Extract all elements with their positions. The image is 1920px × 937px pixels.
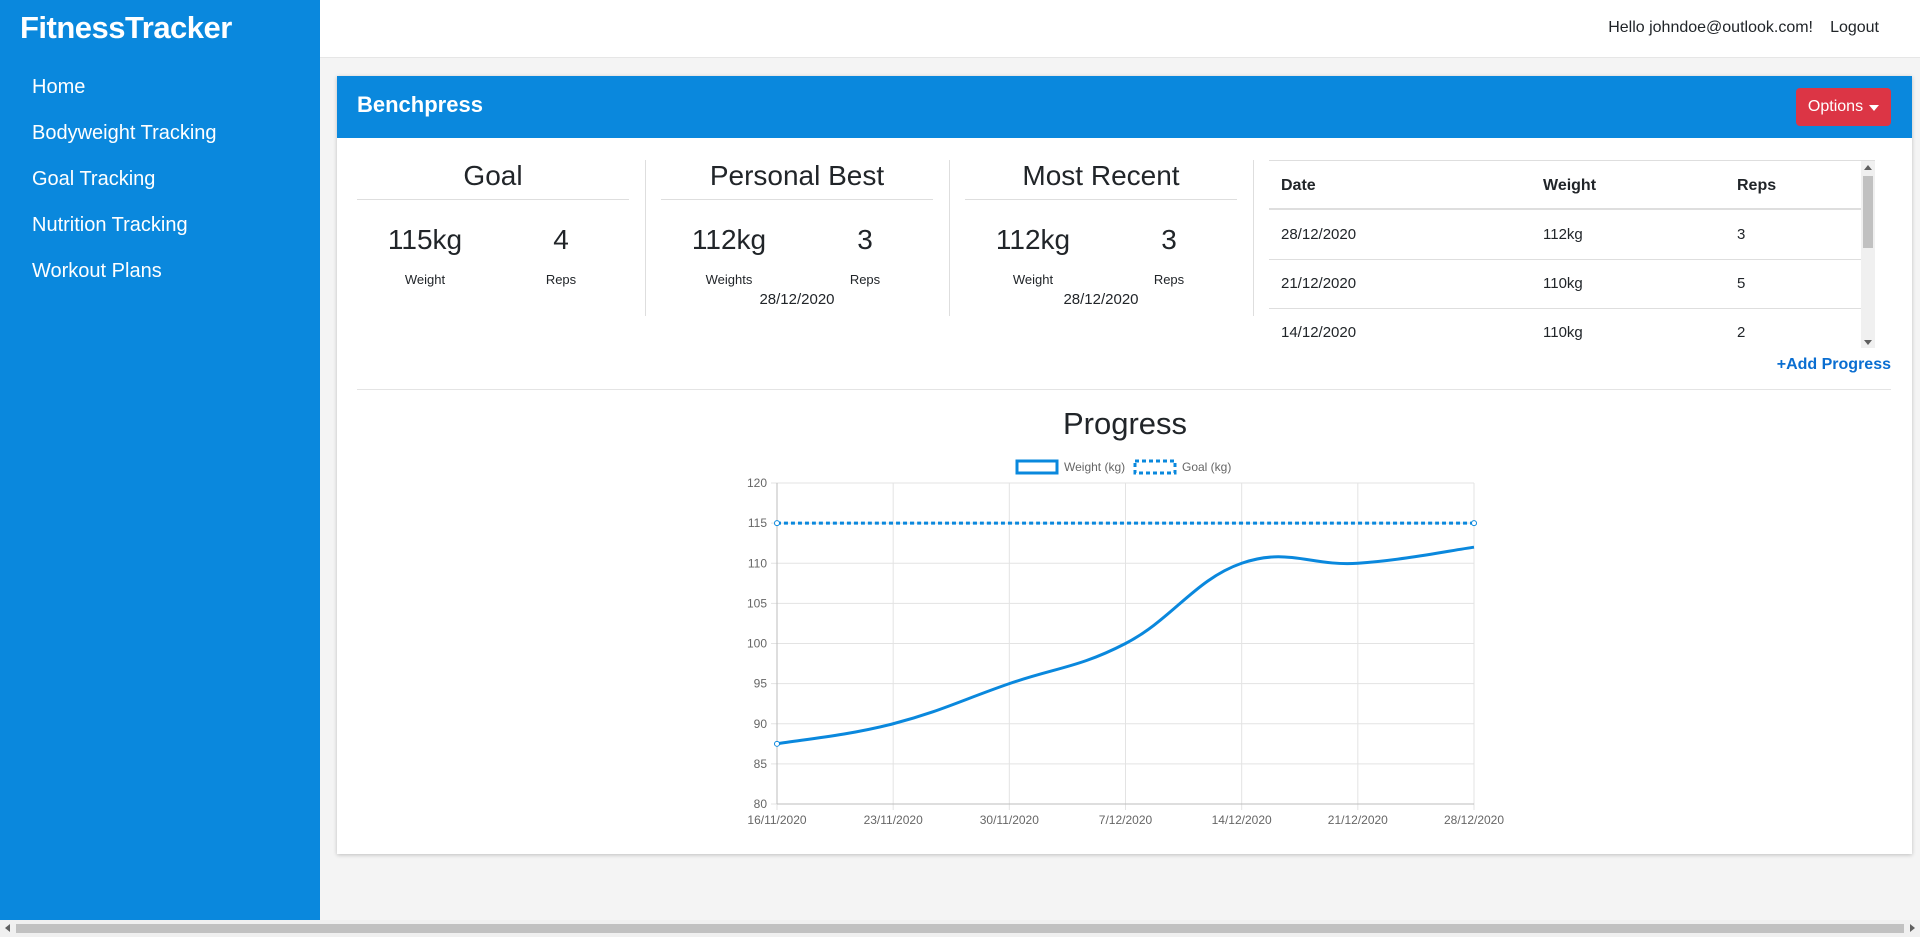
column-header-reps: Reps [1737, 177, 1777, 194]
vertical-divider [949, 160, 950, 316]
table-row: 21/12/2020 110kg 5 [1269, 260, 1873, 309]
legend-swatch [1133, 459, 1177, 475]
y-tick-label: 110 [748, 556, 767, 570]
nav-item-home[interactable]: Home [32, 76, 86, 98]
x-tick-label: 23/11/2020 [864, 813, 923, 827]
table-row: 14/12/2020 110kg 2 [1269, 309, 1873, 348]
legend-label: Weight (kg) [1064, 460, 1125, 474]
personal-best-weight: 112kg [691, 224, 767, 255]
exercise-card: Benchpress Options [337, 76, 1912, 854]
personal-best-reps: 3 [857, 224, 873, 255]
goal-weight: 115kg [387, 224, 463, 255]
y-tick-label: 80 [754, 797, 768, 811]
column-header-date: Date [1281, 177, 1316, 194]
sidebar-nav: Home Bodyweight Tracking Goal Tracking N… [32, 64, 217, 294]
card-header: Benchpress Options [337, 76, 1912, 138]
data-point [774, 520, 780, 527]
cell-date: 14/12/2020 [1281, 324, 1357, 341]
y-tick-label: 115 [748, 516, 767, 530]
sidebar: FitnessTracker Home Bodyweight Tracking … [0, 0, 320, 920]
y-tick-label: 120 [747, 476, 767, 490]
divider [965, 199, 1237, 200]
goal-reps-label: Reps [545, 272, 577, 287]
cell-weight: 112kg [1543, 226, 1583, 243]
exercise-title: Benchpress [357, 92, 483, 117]
scroll-down-arrow-icon[interactable] [1864, 340, 1872, 345]
x-tick-label: 30/11/2020 [980, 813, 1039, 827]
most-recent-title: Most Recent [1022, 160, 1180, 191]
cell-reps: 2 [1737, 324, 1746, 341]
user-greeting: Hello johndoe@outlook.com! [1608, 19, 1813, 36]
table-row: 28/12/2020 112kg 3 [1269, 211, 1873, 260]
vertical-divider [645, 160, 646, 316]
data-point [774, 740, 780, 747]
legend-swatch [1015, 459, 1059, 475]
logout-link[interactable]: Logout [1830, 19, 1879, 36]
weight-series-line [776, 545, 1475, 746]
cell-date: 21/12/2020 [1281, 275, 1357, 292]
top-bar: Hello johndoe@outlook.com! Logout [320, 0, 1920, 58]
cell-weight: 110kg [1543, 324, 1583, 341]
personal-best-stat: Personal Best 112kg 3 Weights Reps 28/12… [661, 158, 933, 316]
brand-logo[interactable]: FitnessTracker [20, 10, 232, 45]
table-header-row: Date Weight Reps [1269, 161, 1873, 210]
x-tick-label: 21/12/2020 [1328, 813, 1388, 827]
cell-weight: 110kg [1543, 275, 1583, 292]
most-recent-weight-label: Weight [1012, 272, 1054, 287]
data-point [1471, 520, 1477, 527]
most-recent-date: 28/12/2020 [1063, 291, 1139, 308]
table-scrollbar[interactable] [1861, 161, 1875, 348]
most-recent-stat: Most Recent 112kg 3 Weight Reps 28/12/20… [965, 158, 1237, 316]
nav-item-goal-tracking[interactable]: Goal Tracking [32, 168, 156, 190]
y-tick-label: 95 [754, 677, 768, 691]
nav-item-workout-plans[interactable]: Workout Plans [32, 260, 162, 282]
progress-chart: 80 85 90 95 100 105 110 115 120 16/11/2020 23/11/2… [747, 459, 1504, 827]
scroll-thumb[interactable] [1863, 176, 1873, 248]
personal-best-date: 28/12/2020 [759, 291, 835, 308]
goal-weight-label: Weight [404, 272, 446, 287]
personal-best-title: Personal Best [709, 160, 885, 191]
horizontal-scrollbar[interactable] [0, 920, 1920, 937]
column-header-weight: Weight [1543, 177, 1597, 194]
x-tick-label: 28/12/2020 [1444, 813, 1504, 827]
x-tick-label: 14/12/2020 [1212, 813, 1272, 827]
x-tick-label: 16/11/2020 [747, 813, 806, 827]
divider [661, 199, 933, 200]
y-tick-label: 105 [747, 596, 767, 610]
legend-label: Goal (kg) [1182, 460, 1231, 474]
personal-best-weight-label: Weights [705, 272, 753, 287]
goal-stat: Goal 115kg 4 Weight Reps [357, 158, 629, 316]
section-divider [357, 389, 1891, 390]
personal-best-reps-label: Reps [849, 272, 881, 287]
chart-title: Progress [1062, 406, 1188, 441]
goal-title: Goal [463, 160, 523, 191]
nav-item-nutrition-tracking[interactable]: Nutrition Tracking [32, 214, 188, 236]
scroll-right-arrow-icon[interactable] [1910, 924, 1915, 932]
y-tick-label: 100 [747, 637, 767, 651]
most-recent-reps-label: Reps [1153, 272, 1185, 287]
options-label: Options [1807, 98, 1864, 115]
caret-down-icon [1869, 105, 1880, 111]
horizontal-scroll-thumb[interactable] [16, 924, 1904, 933]
x-tick-label: 7/12/2020 [1099, 813, 1153, 827]
most-recent-reps: 3 [1161, 224, 1177, 255]
most-recent-weight: 112kg [995, 224, 1071, 255]
scroll-left-arrow-icon[interactable] [5, 924, 10, 932]
add-progress-link[interactable]: +Add Progress [1776, 356, 1891, 373]
options-dropdown-button[interactable]: Options [1796, 88, 1891, 126]
vertical-divider [1253, 160, 1254, 316]
scroll-up-arrow-icon[interactable] [1864, 165, 1872, 170]
cell-reps: 5 [1737, 275, 1746, 292]
cell-reps: 3 [1737, 226, 1746, 243]
y-tick-label: 85 [754, 757, 768, 771]
goal-reps: 4 [553, 224, 569, 255]
cell-date: 28/12/2020 [1281, 226, 1357, 243]
divider [357, 199, 629, 200]
nav-item-bodyweight-tracking[interactable]: Bodyweight Tracking [32, 122, 217, 144]
history-table[interactable]: Date Weight Reps 28/12/2020 112kg 3 21/1… [1269, 160, 1875, 348]
y-tick-label: 90 [754, 717, 768, 731]
